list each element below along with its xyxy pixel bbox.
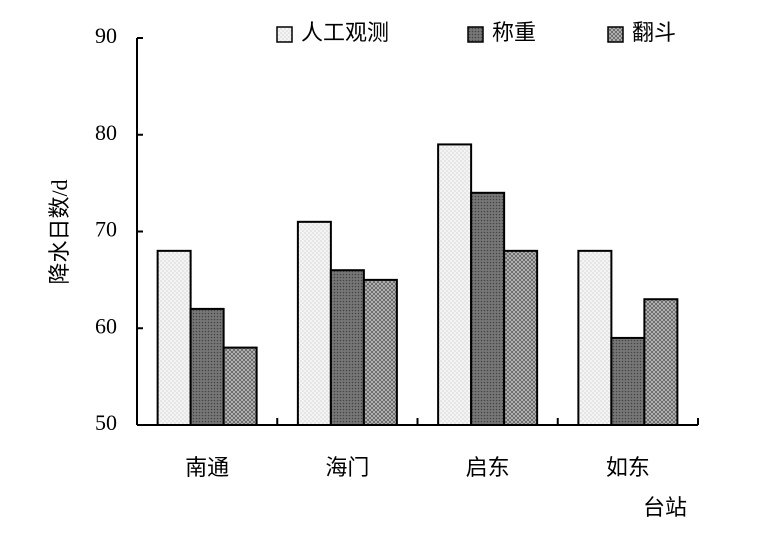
bar: [329, 269, 365, 427]
y-tick-label: 70: [95, 217, 117, 242]
legend-label: 人工观测: [301, 20, 389, 45]
bar: [643, 298, 679, 427]
y-tick-label: 80: [95, 120, 117, 145]
bar: [189, 307, 225, 426]
legend-label: 翻斗: [632, 20, 676, 45]
y-tick-label: 50: [95, 410, 117, 435]
x-tick-label: 启东: [466, 455, 510, 480]
bar: [577, 249, 613, 426]
bar: [610, 336, 646, 426]
bar: [222, 346, 258, 427]
legend-swatch: [467, 26, 484, 43]
bar: [503, 249, 539, 426]
legend-label: 称重: [492, 20, 536, 45]
bar: [470, 191, 506, 426]
y-axis-title: 降水日数/d: [47, 179, 72, 284]
bar: [437, 143, 473, 427]
x-tick-label: 海门: [325, 455, 369, 480]
x-tick-label: 如东: [606, 455, 650, 480]
bar: [156, 249, 192, 426]
legend-swatch: [607, 26, 624, 43]
y-tick-label: 90: [95, 23, 117, 48]
legend-swatch: [276, 26, 293, 43]
bar: [362, 278, 398, 426]
x-axis-title: 台站: [643, 495, 687, 520]
y-tick-label: 60: [95, 313, 117, 338]
bar: [296, 220, 332, 426]
x-tick-label: 南通: [185, 455, 229, 480]
